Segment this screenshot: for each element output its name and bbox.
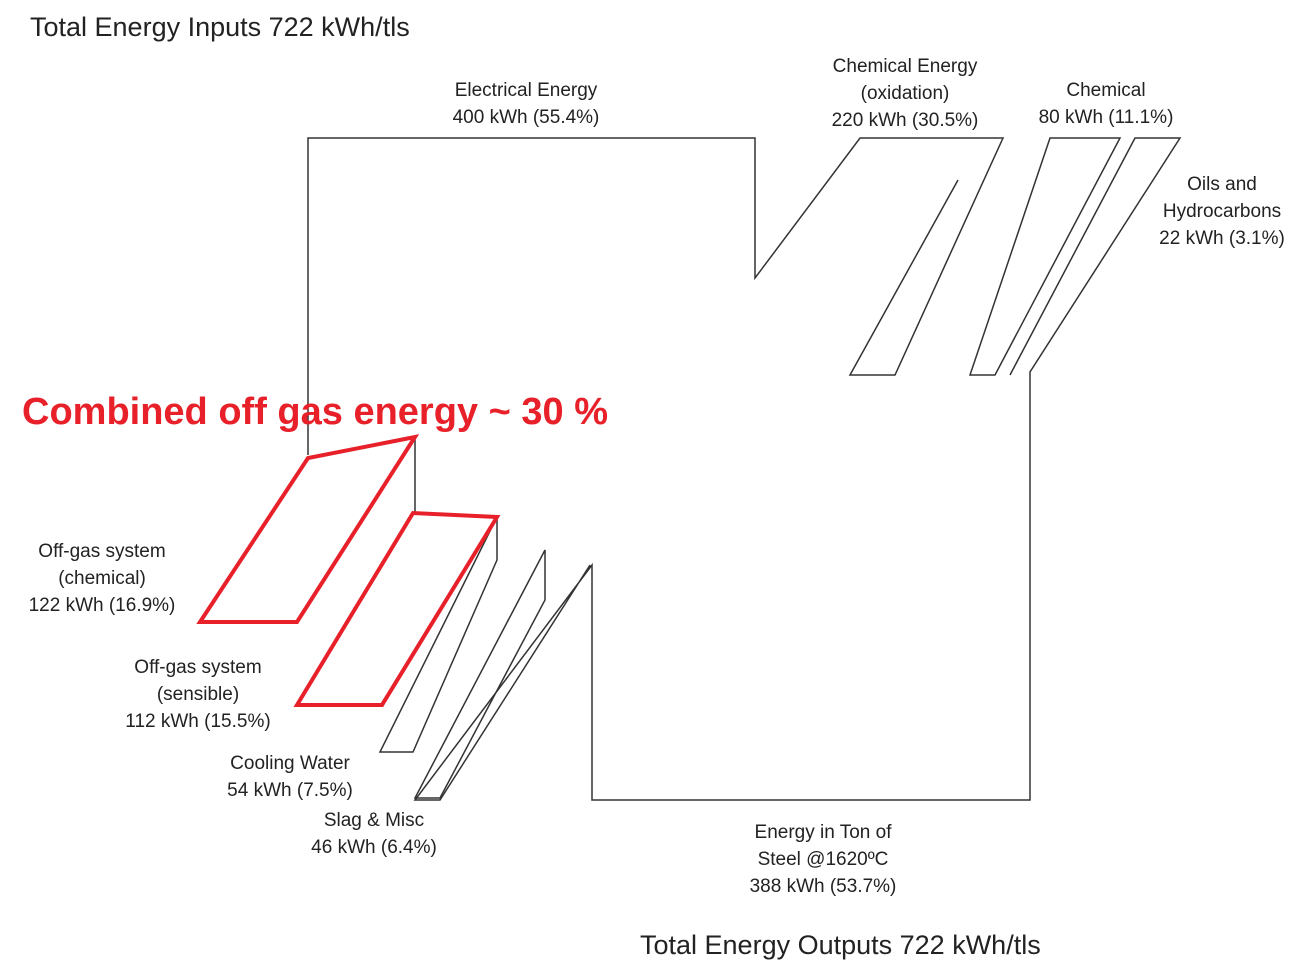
flow-label: Off-gas system <box>38 541 165 562</box>
oils-strip <box>413 137 1182 801</box>
flow-label: 388 kWh (53.7%) <box>750 876 897 897</box>
flow-label: Off-gas system <box>134 657 261 678</box>
flow-label: (oxidation) <box>861 83 950 104</box>
inputs-title: Total Energy Inputs 722 kWh/tls <box>30 12 410 42</box>
outputs-title: Total Energy Outputs 722 kWh/tls <box>640 930 1041 960</box>
annotation: Combined off gas energy ~ 30 % <box>22 391 608 433</box>
flow-label: Chemical <box>1066 80 1145 101</box>
flow-label: 220 kWh (30.5%) <box>832 110 979 131</box>
flow-label: Steel @1620ºC <box>758 849 889 870</box>
flow-label: Cooling Water <box>230 753 350 774</box>
outline <box>307 137 1005 455</box>
flow-label: 112 kWh (15.5%) <box>125 711 270 732</box>
cooling-strip <box>378 516 498 753</box>
flow-label: Electrical Energy <box>455 80 598 101</box>
flow-label: 400 kWh (55.4%) <box>453 107 600 128</box>
flow-label: Chemical Energy <box>833 56 978 77</box>
offgas-chemical <box>196 434 420 624</box>
slag-strip <box>413 549 546 799</box>
chemical-strip <box>968 137 1122 376</box>
offgas-sensible <box>293 510 501 707</box>
flow-label: Oils and <box>1187 174 1257 195</box>
flow-label: 54 kWh (7.5%) <box>227 780 353 801</box>
flow-label: 80 kWh (11.1%) <box>1039 107 1174 128</box>
flow-label: 22 kWh (3.1%) <box>1159 228 1285 249</box>
flow-label: (chemical) <box>58 568 146 589</box>
flow-label: 122 kWh (16.9%) <box>29 595 176 616</box>
flow-label: Hydrocarbons <box>1163 201 1281 222</box>
flow-label: Slag & Misc <box>324 810 424 831</box>
flows <box>196 137 1182 801</box>
flow-label: (sensible) <box>157 684 239 705</box>
flow-label: Energy in Ton of <box>755 822 893 843</box>
flow-label: 46 kWh (6.4%) <box>311 837 437 858</box>
